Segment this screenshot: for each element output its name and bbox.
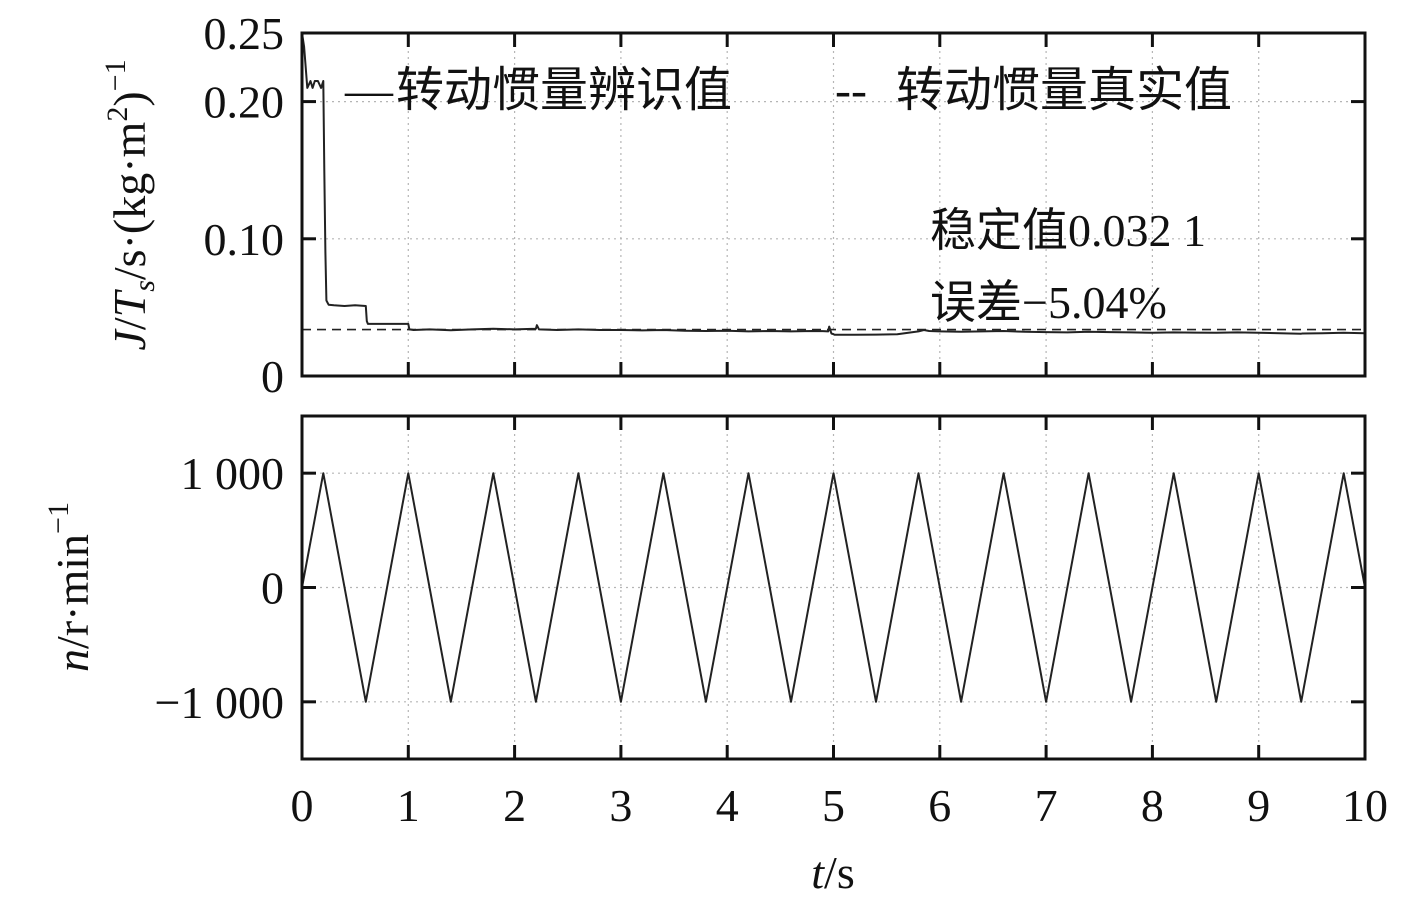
speed-chart-y-tick-labels: −1 000 0 1 000 [155, 448, 284, 728]
legend-label-identified: 转动惯量辨识值 [396, 64, 732, 117]
annotation-steady-value: 稳定值0.032 1 [930, 205, 1206, 256]
x-tick-label: 4 [716, 780, 739, 831]
x-tick-label: 8 [1141, 780, 1164, 831]
ylabel-t: T [104, 288, 155, 317]
ylabel-close: ) [104, 91, 155, 106]
ylabel-inv: −1 [99, 59, 132, 91]
x-tick-label: 2 [503, 780, 526, 831]
series-line-identified-0 [301, 32, 1366, 336]
inertia-chart-ticks [302, 33, 1365, 376]
ylabel-slash: / [104, 317, 155, 330]
inertia-chart: 0 0.10 0.20 0.25 — 转动惯量辨识值 -- 转动惯量真实值 稳定值0.… [99, 8, 1367, 402]
speed-chart-y-axis-label: n/r·min−1 [42, 502, 98, 672]
ylabel-j: J [104, 328, 155, 351]
ylabel-rest: /s·(kg·m [104, 121, 155, 280]
speed-chart-grid [302, 416, 1365, 759]
x-tick-label: 7 [1035, 780, 1058, 831]
annotation-error: 误差−5.04% [930, 277, 1167, 328]
y-tick-label: 0 [261, 351, 284, 402]
x-tick-label: 1 [397, 780, 420, 831]
inertia-chart-legend: — 转动惯量辨识值 -- 转动惯量真实值 [344, 64, 1232, 117]
ylabel-n-inv: −1 [42, 502, 75, 534]
x-tick-label: 5 [822, 780, 845, 831]
speed-chart-x-tick-labels: 0 1 2 3 4 5 6 7 8 9 10 [291, 780, 1389, 831]
y-tick-label: 1 000 [181, 448, 285, 499]
y-tick-label: 0.25 [204, 8, 285, 59]
ylabel-n-rest: /r·min [47, 534, 98, 649]
speed-chart-frame [300, 414, 1367, 761]
xlabel-rest: /s [824, 847, 855, 898]
ylabel-n: n [47, 649, 98, 672]
y-tick-label: 0.20 [204, 77, 285, 128]
x-tick-label: 3 [609, 780, 632, 831]
x-tick-label: 10 [1342, 780, 1388, 831]
speed-chart-series [301, 472, 1366, 703]
x-tick-label: 6 [928, 780, 951, 831]
ylabel-t-sub: s [128, 280, 161, 292]
inertia-chart-series [301, 32, 1366, 336]
speed-chart: −1 000 0 1 000 0 1 2 3 4 5 6 7 8 9 10 n/r·min−1 t/s [42, 414, 1389, 898]
y-tick-label: −1 000 [155, 677, 284, 728]
ylabel-sq: 2 [101, 107, 134, 122]
x-tick-label: 0 [291, 780, 314, 831]
series-line-identified-0 [301, 472, 1366, 703]
speed-chart-x-axis-label: t/s [811, 847, 854, 898]
legend-label-actual: 转动惯量真实值 [896, 64, 1232, 117]
xlabel-t: t [811, 847, 825, 898]
y-tick-label: 0 [261, 563, 284, 614]
legend-symbol-actual: -- [835, 64, 867, 117]
x-tick-label: 9 [1247, 780, 1270, 831]
speed-chart-ticks [302, 416, 1365, 759]
inertia-chart-y-tick-labels: 0 0.10 0.20 0.25 [204, 8, 285, 402]
inertia-chart-y-axis-label: J/Ts/s·(kg·m2)−1 [99, 59, 161, 350]
legend-symbol-identified: — [344, 64, 394, 117]
y-tick-label: 0.10 [204, 214, 285, 265]
